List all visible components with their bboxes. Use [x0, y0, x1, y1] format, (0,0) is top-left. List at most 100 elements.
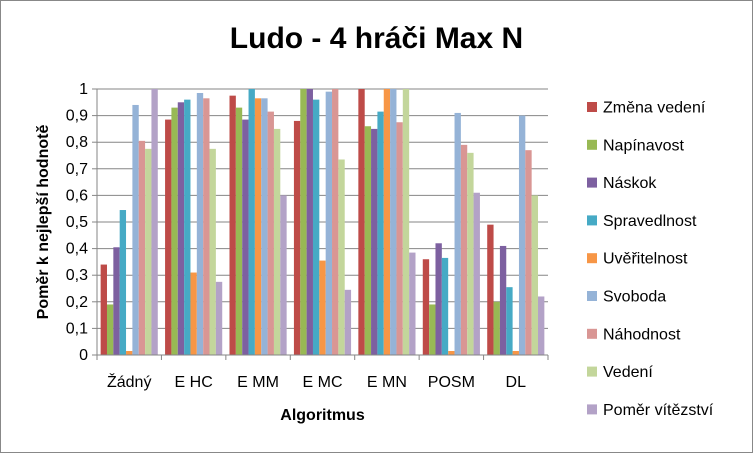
bar [312, 99, 320, 355]
legend-swatch [587, 253, 597, 264]
y-tick-label: 0,6 [66, 187, 88, 204]
bar [145, 148, 152, 355]
y-tick-label: 0,3 [66, 267, 88, 284]
bar [184, 99, 191, 355]
bar [332, 89, 339, 355]
bar [460, 144, 468, 355]
bar [215, 281, 223, 355]
legend-label: Svoboda [603, 289, 666, 306]
bar [261, 98, 268, 355]
bar [441, 257, 449, 355]
bar [377, 111, 384, 355]
bar [390, 89, 397, 355]
y-tick-label: 0,5 [66, 214, 88, 231]
bar [100, 264, 107, 355]
bar [293, 120, 301, 355]
y-tick-label: 0 [79, 347, 88, 364]
legend-label: Náhodnost [603, 326, 681, 343]
bar [487, 224, 494, 355]
bar [306, 89, 313, 355]
x-tick-label: E HC [175, 374, 213, 391]
bar [467, 152, 474, 355]
y-tick-label: 0,1 [66, 320, 88, 337]
legend-swatch [587, 102, 597, 112]
bar [177, 102, 185, 355]
legend-swatch [587, 328, 597, 339]
bar [383, 89, 391, 355]
legend-label: Poměr vítězství [603, 402, 714, 419]
bar [151, 89, 158, 355]
legend-swatch [587, 366, 597, 377]
bar [473, 192, 480, 355]
bar [267, 111, 274, 355]
bar [538, 296, 545, 355]
bar [132, 104, 139, 356]
bar [126, 351, 133, 355]
bar [364, 126, 372, 356]
bar [371, 128, 378, 355]
bar [196, 92, 204, 356]
chart-title: Ludo - 4 hráči Max N [229, 22, 524, 55]
bar [344, 289, 352, 355]
bar [280, 195, 287, 355]
bar [325, 91, 333, 355]
legend-swatch [587, 404, 597, 415]
bar [138, 140, 146, 355]
legend-label: Spravedlnost [603, 213, 697, 230]
bar [235, 107, 243, 356]
bar [229, 95, 236, 356]
bar [409, 252, 416, 355]
bar [119, 210, 127, 355]
x-tick-label: DL [506, 374, 527, 391]
bar [254, 98, 262, 355]
legend-label: Vedení [603, 364, 653, 381]
bar [358, 89, 365, 355]
bar [338, 159, 345, 355]
x-tick-label: Žádný [107, 372, 151, 391]
y-tick-label: 0,7 [66, 161, 88, 178]
bar [518, 115, 526, 355]
bar [525, 150, 532, 355]
legend-swatch [587, 139, 597, 150]
bar [499, 245, 507, 355]
y-tick-label: 0,2 [66, 294, 88, 311]
y-tick-label: 0,4 [66, 241, 88, 258]
bar [209, 148, 216, 355]
bar [493, 301, 500, 355]
bar [435, 243, 442, 355]
x-tick-label: E MM [237, 374, 279, 391]
bar [190, 272, 197, 355]
bar [106, 304, 114, 355]
legend-label: Uvěřitelnost [603, 251, 688, 268]
bar [242, 119, 249, 355]
bar [396, 122, 403, 355]
legend-label: Náskok [603, 175, 657, 192]
x-tick-label: POSM [428, 374, 475, 391]
bar [512, 351, 519, 355]
bar [165, 119, 172, 355]
x-tick-label: E MN [367, 374, 407, 391]
bar [422, 259, 430, 355]
bar [171, 107, 178, 356]
y-tick-label: 0,9 [66, 108, 88, 125]
bar [113, 247, 120, 355]
bar [300, 89, 307, 355]
bar [531, 195, 539, 355]
y-axis-title: Poměr k nejlepší hodnotě [35, 125, 52, 320]
bar [402, 89, 410, 355]
bar [248, 89, 255, 355]
bar [506, 287, 513, 355]
bar [273, 128, 281, 355]
bar [319, 260, 326, 355]
x-tick-label: E MC [303, 374, 343, 391]
legend-swatch [587, 177, 597, 188]
bar [203, 98, 210, 355]
bar [448, 351, 455, 355]
y-tick-label: 1 [79, 81, 88, 98]
x-axis-title: Algoritmus [280, 407, 365, 424]
y-tick-label: 0,8 [66, 134, 88, 151]
legend-label: Změna vedení [603, 100, 706, 117]
bar [454, 112, 461, 355]
legend-label: Napínavost [603, 137, 684, 154]
